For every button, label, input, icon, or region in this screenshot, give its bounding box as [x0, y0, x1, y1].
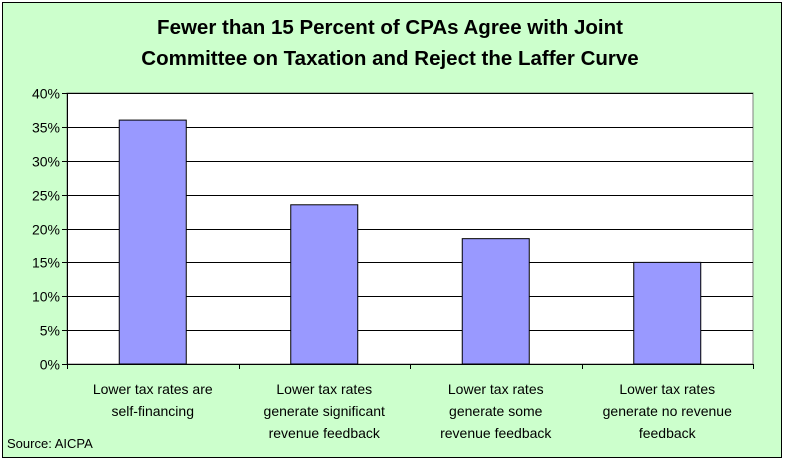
bar [290, 204, 359, 365]
x-tick-label: generate no revenue [603, 403, 732, 419]
source-note: Source: AICPA [7, 436, 93, 451]
x-tick-label: self-financing [112, 403, 195, 419]
bar [461, 238, 530, 365]
x-tick-label: Lower tax rates are [93, 381, 213, 397]
y-tick-label: 20% [32, 222, 60, 238]
y-tick-label: 40% [32, 86, 60, 102]
y-tick-label: 35% [32, 120, 60, 136]
x-tick-label: Lower tax rates [448, 381, 544, 397]
x-tick-label: generate some [449, 403, 543, 419]
y-tick-label: 15% [32, 255, 60, 271]
x-tick-label: revenue feedback [269, 425, 381, 441]
y-tick-label: 30% [32, 154, 60, 170]
y-tick-label: 0% [40, 357, 60, 373]
y-tick-label: 25% [32, 188, 60, 204]
x-tick-label: generate significant [264, 403, 386, 419]
x-tick-label: Lower tax rates [276, 381, 372, 397]
chart-title: Fewer than 15 Percent of CPAs Agree with… [0, 12, 780, 74]
x-tick-label: Lower tax rates [619, 381, 715, 397]
chart-title-line-2: Committee on Taxation and Reject the Laf… [141, 47, 639, 70]
y-tick-label: 10% [32, 289, 60, 305]
x-tick-label: feedback [639, 425, 697, 441]
bar [118, 119, 187, 365]
bar [633, 261, 702, 365]
y-tick-label: 5% [40, 323, 60, 339]
chart-title-line-1: Fewer than 15 Percent of CPAs Agree with… [157, 16, 623, 39]
x-tick-label: revenue feedback [440, 425, 552, 441]
